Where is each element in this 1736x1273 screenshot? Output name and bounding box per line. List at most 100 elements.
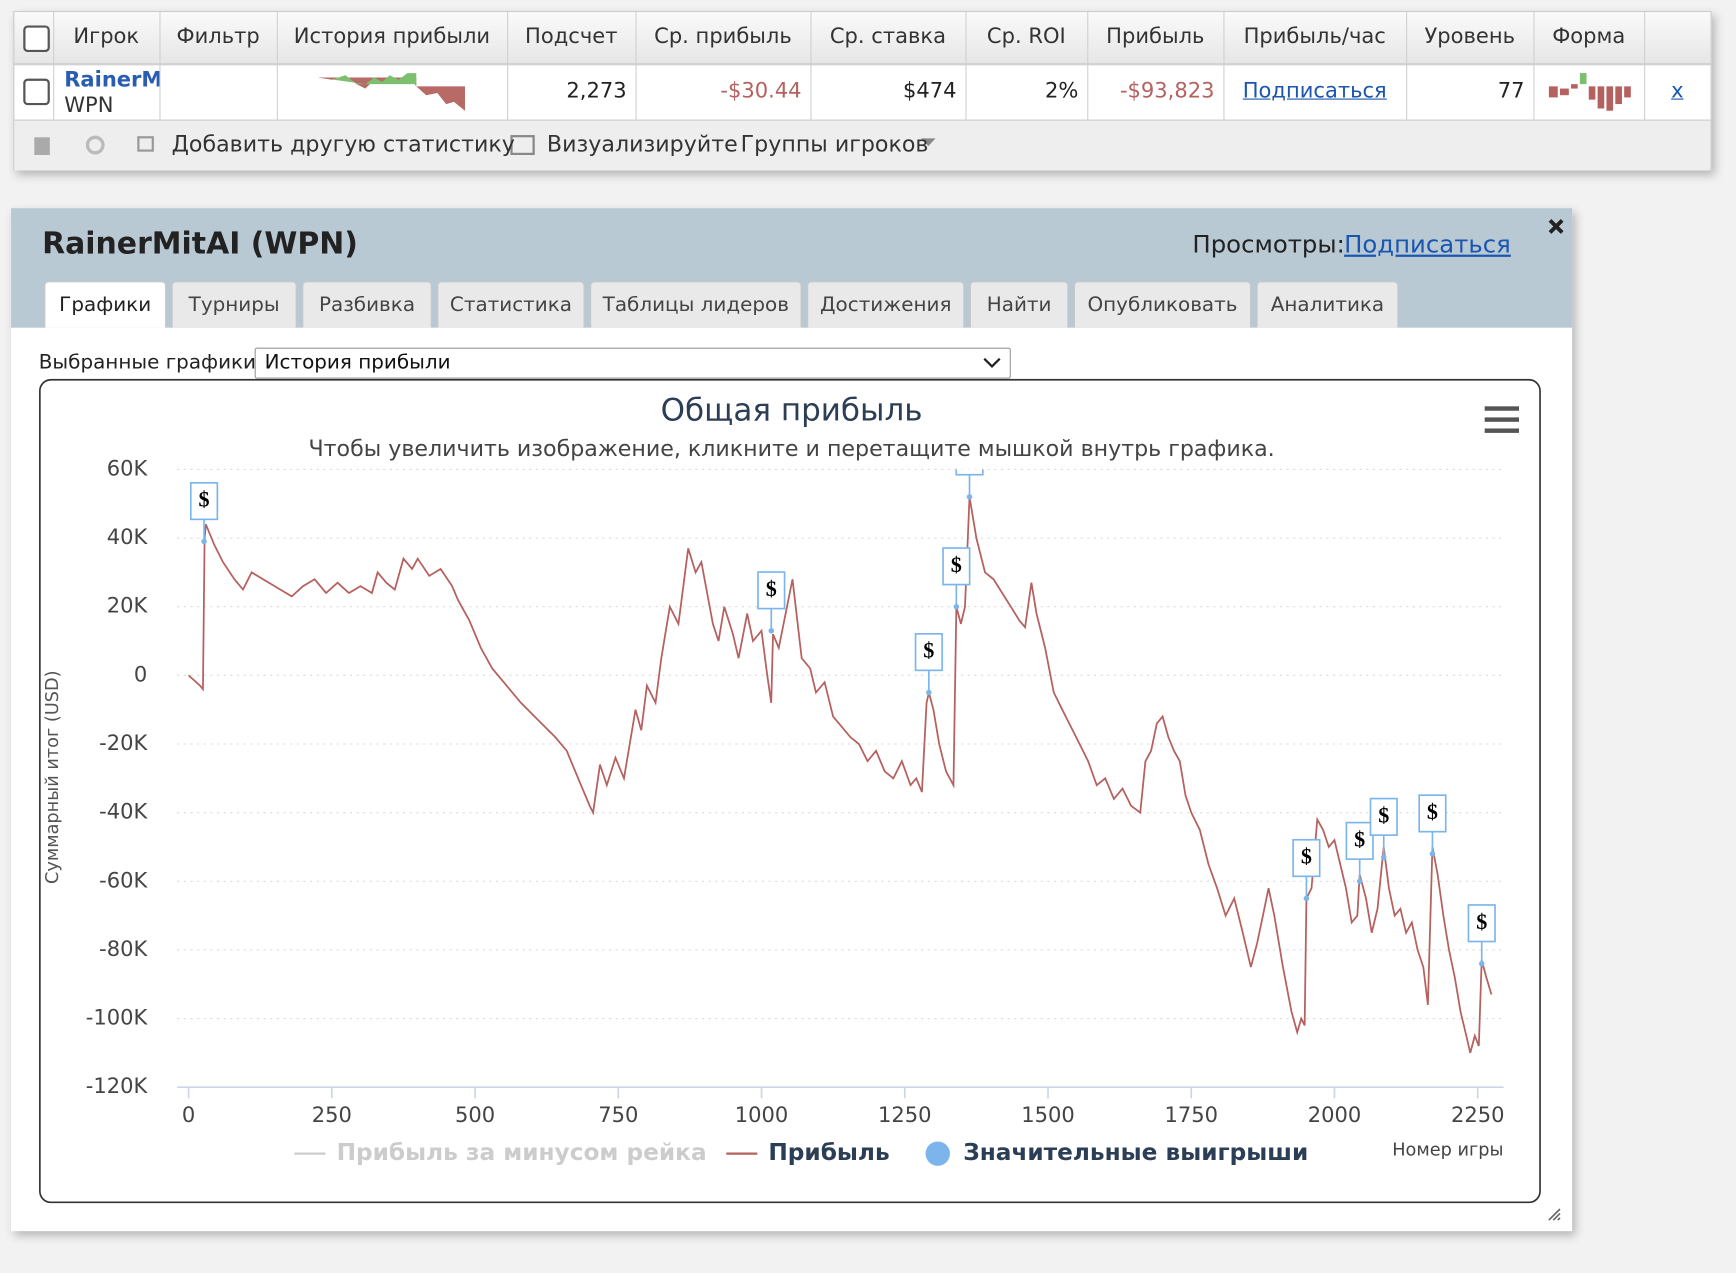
flag-label: $ [951,552,962,577]
column-header: Подсчет [525,24,618,49]
cell-profit: -$93,823 [1119,78,1215,103]
flag-label: $ [923,638,934,663]
column-header: Фильтр [176,24,260,49]
x-tick-label: 0 [182,1102,195,1127]
win-flag: $ [942,547,971,610]
chart: Общая прибыль Чтобы увеличить изображени… [39,378,1541,1204]
refresh-icon[interactable] [85,135,105,155]
flag-label: $ [199,487,210,512]
column-divider [1533,12,1535,120]
tab[interactable]: Таблицы лидеров [590,281,802,328]
tab[interactable]: Опубликовать [1073,281,1252,328]
legend-symbol [925,1141,950,1166]
win-flag: $ [955,469,984,500]
y-tick-label: -100K [86,1005,149,1030]
flag-label: $ [1427,799,1438,824]
win-flag: $ [1345,821,1374,885]
tab[interactable]: Найти [969,281,1069,328]
win-point [1478,960,1485,967]
win-flag: $ [1369,797,1398,861]
y-tick-label: 20K [107,593,149,618]
chart-subtitle: Чтобы увеличить изображение, кликните и … [309,436,1275,462]
views-link[interactable]: Подписаться [1344,231,1511,260]
profit-line [187,496,1493,1054]
add-stat[interactable]: Добавить другую статистику [171,130,515,158]
legend-label[interactable]: Прибыль [768,1139,889,1166]
chart-frame [39,378,1541,1204]
tab[interactable]: Достижения [807,281,965,328]
flag-label: $ [1476,909,1487,934]
tab[interactable]: Разбивка [302,281,432,328]
column-divider [53,12,55,120]
column-header: Уровень [1424,24,1515,49]
x-tick-label: 250 [312,1102,352,1127]
flag-label: $ [766,576,777,601]
column-divider [276,12,278,120]
row-checkbox[interactable] [23,78,50,106]
cell-level: 77 [1497,78,1525,103]
column-header: Ср. ставка [829,24,946,49]
win-point [1380,854,1387,861]
player-groups[interactable]: Группы игроков [740,130,929,158]
flag-box [1369,797,1398,836]
x-tick-label: 1750 [1165,1102,1218,1127]
delete-icon[interactable] [34,137,50,155]
win-point [926,689,932,696]
tab[interactable]: Графики [44,281,167,328]
row-divider [13,63,1711,65]
win-point [201,538,207,545]
flag-label: $ [1301,844,1312,869]
y-tick-label: -40K [99,799,148,824]
chart-select[interactable]: История прибыли [254,347,1011,379]
x-tick-label: 750 [598,1102,638,1127]
column-header: Ср. прибыль [654,24,792,49]
menu-icon[interactable] [1484,406,1519,433]
column-divider [507,12,509,120]
y-tick-label: -20K [99,730,148,755]
win-flag: $ [914,633,943,696]
win-flag: $ [757,571,786,634]
column-header: Ср. ROI [986,24,1066,49]
column-header: История прибыли [293,24,491,49]
resize-handle [1548,1208,1561,1221]
player-name[interactable]: RainerM [64,67,160,92]
tab[interactable]: Статистика [437,281,585,328]
visualize[interactable]: Визуализируйте [546,130,738,158]
flag-label: $ [1354,827,1365,852]
close-icon[interactable] [1546,216,1568,238]
y-tick-label: 0 [134,661,147,686]
win-point [1303,895,1310,902]
column-header: Прибыль [1106,24,1205,49]
legend-label[interactable]: Значительные выигрыши [963,1139,1308,1166]
flag-box [1467,904,1496,943]
legend-label[interactable]: Прибыль за минусом рейка [337,1139,707,1166]
column-divider [1223,12,1225,120]
column-header: Прибыль/час [1243,24,1386,49]
flag-box [1418,794,1447,833]
y-axis-label: Суммарный итог (USD) [43,670,63,884]
win-point [953,603,960,610]
column-divider [159,12,161,120]
tab[interactable]: Турниры [171,281,297,328]
x-axis-label: Номер игры [1392,1140,1503,1160]
column-header: Форма [1552,24,1626,49]
toolbar-icons [34,135,936,155]
profit-per-hour[interactable]: Подписаться [1242,78,1387,103]
flag-box [1345,821,1374,860]
column-divider [1644,12,1646,120]
x-tick-label: 1000 [735,1102,788,1127]
remove-row[interactable]: x [1671,78,1684,103]
tab[interactable]: Аналитика [1256,281,1399,328]
x-tick-label: 500 [455,1102,495,1127]
dropdown-arrow[interactable] [921,138,936,147]
flag-box [914,633,943,672]
win-flag: $ [189,481,219,545]
selected-value: История прибыли [264,350,451,375]
header-checkbox[interactable] [23,25,50,53]
visualize-icon[interactable] [510,135,535,155]
views-label: Просмотры: [1192,231,1345,260]
add-icon[interactable] [137,136,154,152]
win-flag: $ [1292,838,1321,902]
win-flag: $ [1418,794,1447,857]
flag-box [757,571,786,610]
